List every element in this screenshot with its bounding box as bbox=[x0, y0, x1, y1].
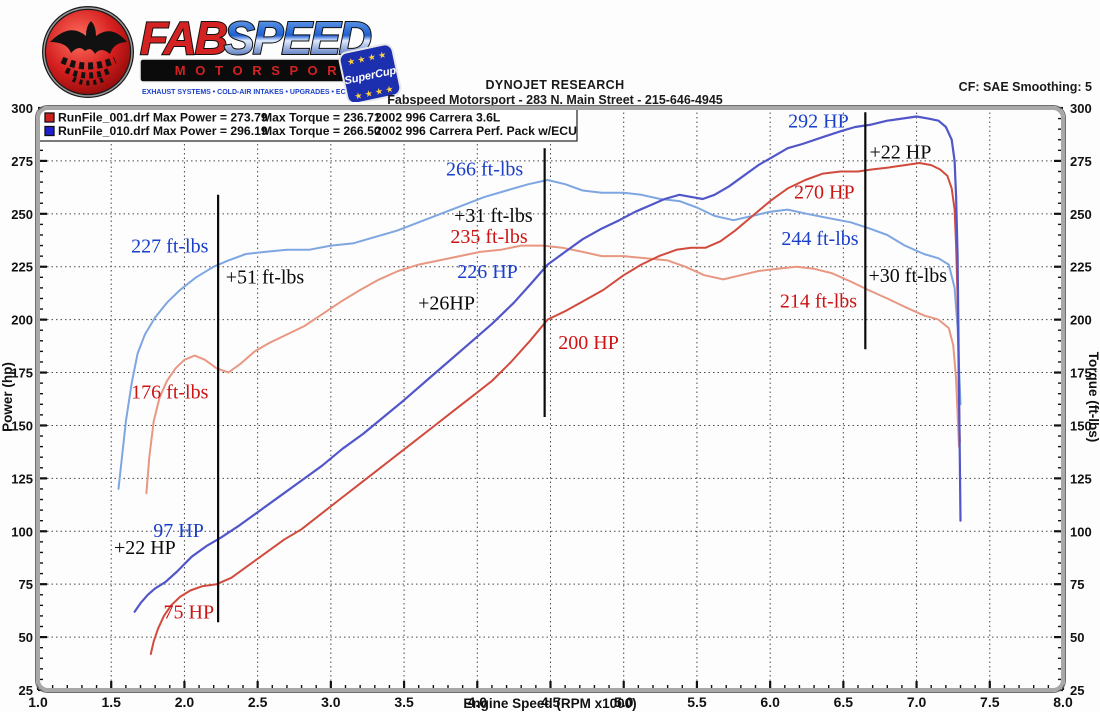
fabspeed-logo: FAB SPEED M O T O R S P O R T EXHAUST SY… bbox=[42, 6, 402, 102]
y-tick-label-right: 250 bbox=[1070, 207, 1092, 222]
x-tick-label: 4.5 bbox=[541, 694, 561, 710]
shop-header: DYNOJET RESEARCH Fabspeed Motorsport - 2… bbox=[330, 78, 780, 107]
y-tick-label-right: 225 bbox=[1070, 260, 1092, 275]
annotations: 227 ft-lbs +51 ft-lbs 176 ft-lbs 266 ft-lbs… bbox=[114, 111, 947, 624]
annotation-235-ft-lbs: 235 ft-lbs bbox=[450, 226, 527, 248]
logo-word-speed: SPEED bbox=[224, 12, 371, 64]
shop-address: Fabspeed Motorsport - 283 N. Main Street… bbox=[387, 93, 723, 107]
y-tick-label-right: 125 bbox=[1070, 471, 1092, 486]
logo-word-fab: FAB bbox=[140, 12, 227, 64]
y-tick-label-right: 275 bbox=[1070, 154, 1092, 169]
dyno-curves bbox=[117, 115, 962, 655]
y-axis-title-left: Power (hp) bbox=[0, 362, 15, 432]
y-tick-label-left: 150 bbox=[11, 418, 33, 433]
y-tick-label-right: 75 bbox=[1070, 577, 1084, 592]
y-tick-label-left: 225 bbox=[11, 260, 33, 275]
x-axis-title: Engine Speed (RPM x1000) bbox=[463, 696, 636, 711]
plot-background bbox=[38, 108, 1063, 690]
y-axis-title-right: Torque (ft-lbs) bbox=[1086, 352, 1100, 442]
annotation-270-hp: 270 HP bbox=[794, 182, 855, 204]
logo-motorsport-text: M O T O R S P O R T bbox=[175, 63, 357, 78]
y-tick-label-left: 100 bbox=[11, 524, 33, 539]
dyno-chart-area: RunFile_001.drf Max Power = 273.79Max To… bbox=[0, 101, 1100, 712]
annotation-+22-hp: +22 HP bbox=[114, 537, 176, 559]
x-tick-label: 7.0 bbox=[907, 694, 927, 710]
comparison-marker-lines bbox=[217, 112, 867, 623]
curve-stock-power bbox=[149, 162, 961, 655]
curve-stock-torque bbox=[145, 244, 960, 495]
x-tick-label: 1.5 bbox=[101, 694, 121, 710]
x-tick-label: 6.5 bbox=[834, 694, 854, 710]
y-tick-label-left: 300 bbox=[11, 102, 33, 116]
y-tick-label-left: 250 bbox=[11, 207, 33, 222]
annotation-266-ft-lbs: 266 ft-lbs bbox=[446, 158, 523, 180]
legend-row-text: RunFile_010.drf Max Power = 296.19Max To… bbox=[58, 124, 577, 138]
y-tick-label-left: 275 bbox=[11, 154, 33, 169]
x-tick-label: 2.5 bbox=[248, 694, 268, 710]
axis-tick-labels: 1.0 1.5 2.0 2.5 3.0 3.5 4.0 4.5 5.0 5.5 6.0 6.5 7.0 7… bbox=[11, 101, 1092, 710]
annotation-227-ft-lbs: 227 ft-lbs bbox=[131, 236, 208, 258]
y-tick-label-right: 150 bbox=[1070, 418, 1092, 433]
y-tick-label-right: 25 bbox=[1070, 683, 1084, 698]
annotation-226-hp: 226 HP bbox=[457, 261, 518, 283]
y-tick-label-left: 125 bbox=[11, 471, 33, 486]
annotation-200-hp: 200 HP bbox=[558, 332, 619, 354]
x-tick-label: 6.0 bbox=[760, 694, 780, 710]
y-tick-label-right: 50 bbox=[1070, 630, 1084, 645]
bat-icon bbox=[50, 21, 127, 86]
dynojet-title: DYNOJET RESEARCH bbox=[485, 78, 625, 92]
annotation-176-ft-lbs: 176 ft-lbs bbox=[131, 382, 208, 404]
annotation-75-hp: 75 HP bbox=[164, 602, 215, 624]
y-tick-label-right: 100 bbox=[1070, 524, 1092, 539]
logo-tagline: EXHAUST SYSTEMS • COLD-AIR INTAKES • UPG… bbox=[142, 89, 380, 96]
y-tick-label-left: 200 bbox=[11, 313, 33, 328]
x-tick-label: 3.5 bbox=[394, 694, 414, 710]
annotation-244-ft-lbs: 244 ft-lbs bbox=[781, 228, 858, 250]
x-tick-label: 5.0 bbox=[614, 694, 634, 710]
y-tick-label-left: 25 bbox=[19, 683, 33, 698]
annotation-+51-ft-lbs: +51 ft-lbs bbox=[226, 266, 305, 288]
y-tick-label-right: 200 bbox=[1070, 313, 1092, 328]
legend-swatch bbox=[44, 125, 55, 137]
annotation-+22-hp: +22 HP bbox=[870, 141, 932, 163]
x-tick-label: 7.5 bbox=[980, 694, 1000, 710]
annotation-+26hp: +26HP bbox=[418, 293, 475, 315]
y-tick-label-right: 300 bbox=[1070, 102, 1092, 116]
y-tick-label-left: 75 bbox=[19, 577, 33, 592]
annotation-+31-ft-lbs: +31 ft-lbs bbox=[454, 205, 533, 227]
legend-box: RunFile_001.drf Max Power = 273.79Max To… bbox=[38, 108, 578, 142]
legend-frame bbox=[38, 108, 578, 142]
y-tick-label-left: 175 bbox=[11, 366, 33, 381]
dyno-chart: RunFile_001.drf Max Power = 273.79Max To… bbox=[0, 101, 1100, 711]
y-tick-label-right: 175 bbox=[1070, 366, 1092, 381]
annotation-292-hp: 292 HP bbox=[788, 111, 849, 133]
legend-swatch bbox=[44, 112, 55, 123]
correction-smoothing-label: CF: SAE Smoothing: 5 bbox=[958, 80, 1092, 94]
x-tick-label: 2.0 bbox=[175, 694, 195, 710]
x-tick-label: 4.0 bbox=[468, 694, 488, 710]
curve-perf-torque bbox=[117, 179, 962, 490]
annotation-+30-ft-lbs: +30 ft-lbs bbox=[869, 265, 948, 287]
x-tick-label: 3.0 bbox=[321, 694, 341, 710]
supercup-badge: ★ ★ ★ ★ ★ ★ ★ ★ SuperCup bbox=[338, 43, 402, 102]
x-tick-label: 1.0 bbox=[28, 694, 48, 710]
x-tick-label: 5.5 bbox=[687, 694, 707, 710]
curve-perf-power bbox=[133, 115, 962, 613]
plot-frame bbox=[36, 106, 1065, 692]
y-tick-label-left: 50 bbox=[19, 630, 33, 645]
plot-frame-outer bbox=[35, 105, 1066, 693]
x-tick-label: 8.0 bbox=[1053, 694, 1073, 710]
annotation-97-hp: 97 HP bbox=[153, 520, 204, 542]
legend-row-text: RunFile_001.drf Max Power = 273.79Max To… bbox=[58, 111, 501, 125]
annotation-214-ft-lbs: 214 ft-lbs bbox=[780, 291, 857, 313]
